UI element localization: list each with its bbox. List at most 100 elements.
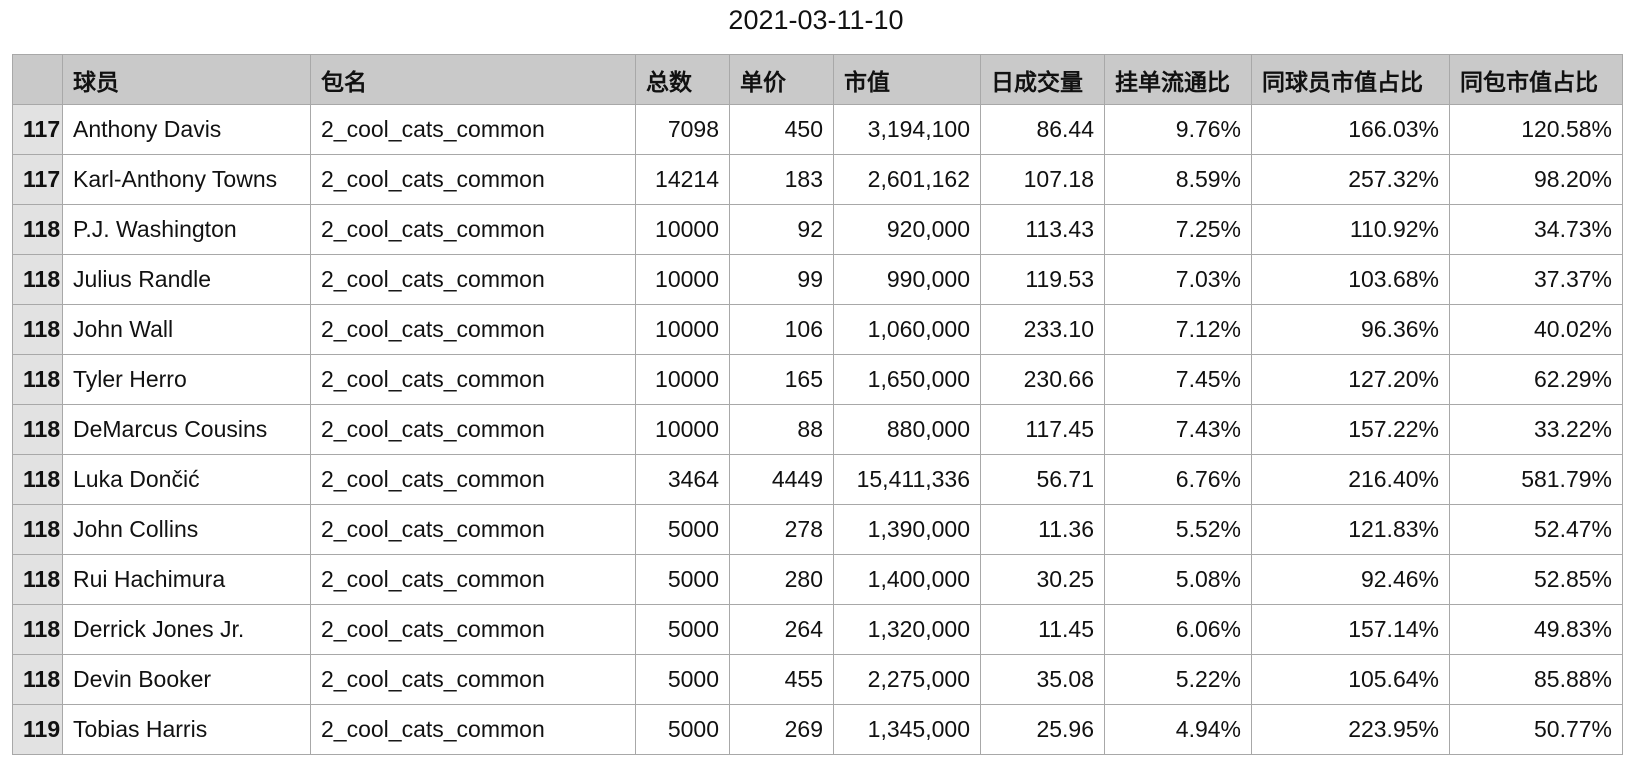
cell: Rui Hachimura xyxy=(62,554,311,605)
header-cell: 挂单流通比 xyxy=(1104,54,1252,105)
cell: Devin Booker xyxy=(62,654,311,705)
cell: 233.10 xyxy=(980,304,1105,355)
row-index: 118 xyxy=(12,254,63,305)
cell: 85.88% xyxy=(1449,654,1623,705)
table-row: 118 John Wall 2_cool_cats_common 10000 106 1,… xyxy=(12,304,1623,355)
cell: Karl-Anthony Towns xyxy=(62,154,311,205)
cell: 11.36 xyxy=(980,504,1105,555)
cell: 107.18 xyxy=(980,154,1105,205)
cell: 455 xyxy=(729,654,834,705)
cell: 2_cool_cats_common xyxy=(310,254,636,305)
table-row: 118 DeMarcus Cousins 2_cool_cats_common 100… xyxy=(12,404,1623,455)
cell: 86.44 xyxy=(980,104,1105,155)
cell: 5.52% xyxy=(1104,504,1252,555)
cell: DeMarcus Cousins xyxy=(62,404,311,455)
cell: 581.79% xyxy=(1449,454,1623,505)
cell: 34.73% xyxy=(1449,204,1623,255)
cell: 9.76% xyxy=(1104,104,1252,155)
cell: 2_cool_cats_common xyxy=(310,604,636,655)
cell: 106 xyxy=(729,304,834,355)
header-cell: 球员 xyxy=(62,54,311,105)
cell: Derrick Jones Jr. xyxy=(62,604,311,655)
cell: 1,345,000 xyxy=(833,704,981,755)
cell: 920,000 xyxy=(833,204,981,255)
cell: 96.36% xyxy=(1251,304,1450,355)
cell: 2_cool_cats_common xyxy=(310,704,636,755)
table-row: 118 John Collins 2_cool_cats_common 5000 278… xyxy=(12,504,1623,555)
cell: 88 xyxy=(729,404,834,455)
cell: 7.12% xyxy=(1104,304,1252,355)
cell: 5000 xyxy=(635,604,730,655)
cell: 52.47% xyxy=(1449,504,1623,555)
cell: 5.08% xyxy=(1104,554,1252,605)
cell: Luka Dončić xyxy=(62,454,311,505)
cell: John Wall xyxy=(62,304,311,355)
cell: P.J. Washington xyxy=(62,204,311,255)
cell: 98.20% xyxy=(1449,154,1623,205)
table-row: 118 Derrick Jones Jr. 2_cool_cats_common 50… xyxy=(12,604,1623,655)
header-cell: 单价 xyxy=(729,54,834,105)
cell: 92 xyxy=(729,204,834,255)
cell: 7.45% xyxy=(1104,354,1252,405)
cell: 119.53 xyxy=(980,254,1105,305)
cell: 5000 xyxy=(635,504,730,555)
table-row: 118 Rui Hachimura 2_cool_cats_common 5000 28… xyxy=(12,554,1623,605)
header-cell: 市值 xyxy=(833,54,981,105)
cell: 2_cool_cats_common xyxy=(310,204,636,255)
corner-cell xyxy=(12,54,63,105)
cell: 278 xyxy=(729,504,834,555)
cell: Anthony Davis xyxy=(62,104,311,155)
cell: 7.03% xyxy=(1104,254,1252,305)
header-cell: 总数 xyxy=(635,54,730,105)
cell: 264 xyxy=(729,604,834,655)
cell: 166.03% xyxy=(1251,104,1450,155)
cell: 14214 xyxy=(635,154,730,205)
cell: 223.95% xyxy=(1251,704,1450,755)
cell: 2_cool_cats_common xyxy=(310,104,636,155)
data-table: 球员 包名 总数 单价 市值 日成交量 挂单流通比 同球员市值占比 同包市值占比 117 Anth… xyxy=(12,54,1623,755)
cell: 165 xyxy=(729,354,834,405)
row-index: 118 xyxy=(12,204,63,255)
cell: 450 xyxy=(729,104,834,155)
cell: 25.96 xyxy=(980,704,1105,755)
header-cell: 包名 xyxy=(310,54,636,105)
cell: 2_cool_cats_common xyxy=(310,304,636,355)
cell: 5000 xyxy=(635,554,730,605)
cell: 10000 xyxy=(635,204,730,255)
row-index: 118 xyxy=(12,554,63,605)
cell: 257.32% xyxy=(1251,154,1450,205)
cell: 15,411,336 xyxy=(833,454,981,505)
cell: 2,275,000 xyxy=(833,654,981,705)
title: 2021-03-11-10 xyxy=(728,5,904,35)
row-index: 118 xyxy=(12,354,63,405)
row-index: 118 xyxy=(12,604,63,655)
cell: 37.37% xyxy=(1449,254,1623,305)
cell: 10000 xyxy=(635,354,730,405)
cell: 10000 xyxy=(635,304,730,355)
row-index: 118 xyxy=(12,404,63,455)
row-index: 118 xyxy=(12,454,63,505)
cell: 5.22% xyxy=(1104,654,1252,705)
cell: 117.45 xyxy=(980,404,1105,455)
cell: Julius Randle xyxy=(62,254,311,305)
cell: John Collins xyxy=(62,504,311,555)
cell: 1,650,000 xyxy=(833,354,981,405)
cell: 113.43 xyxy=(980,204,1105,255)
cell: 5000 xyxy=(635,704,730,755)
cell: 2_cool_cats_common xyxy=(310,404,636,455)
table-row: 118 Luka Dončić 2_cool_cats_common 3464 4449… xyxy=(12,454,1623,505)
cell: 62.29% xyxy=(1449,354,1623,405)
cell: 3,194,100 xyxy=(833,104,981,155)
cell: 5000 xyxy=(635,654,730,705)
cell: 3464 xyxy=(635,454,730,505)
row-index: 118 xyxy=(12,504,63,555)
cell: 880,000 xyxy=(833,404,981,455)
cell: 2_cool_cats_common xyxy=(310,454,636,505)
cell: 35.08 xyxy=(980,654,1105,705)
header-cell: 同球员市值占比 xyxy=(1251,54,1450,105)
cell: 1,390,000 xyxy=(833,504,981,555)
cell: 2_cool_cats_common xyxy=(310,654,636,705)
row-index: 118 xyxy=(12,304,63,355)
cell: 4449 xyxy=(729,454,834,505)
cell: 120.58% xyxy=(1449,104,1623,155)
